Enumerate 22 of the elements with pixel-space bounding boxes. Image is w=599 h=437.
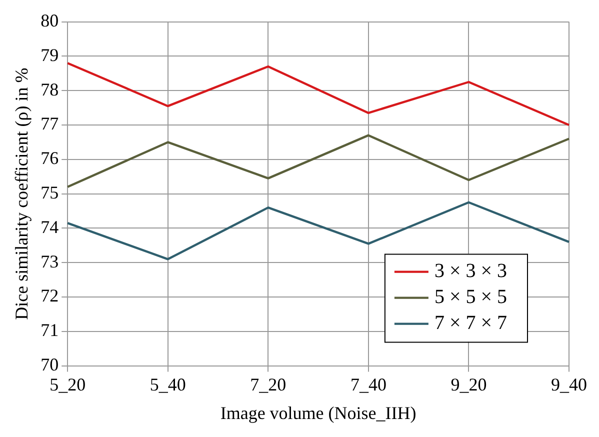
y-tick-label: 79: [40, 44, 59, 65]
y-tick-label: 75: [40, 182, 59, 203]
x-tick-label: 5_40: [150, 374, 186, 394]
x-tick-label: 7_40: [350, 374, 386, 394]
y-tick-label: 72: [40, 286, 59, 306]
y-tick-label: 76: [40, 148, 59, 168]
y-tick-label: 73: [40, 251, 59, 272]
y-tick-label: 77: [40, 114, 59, 134]
y-tick-label: 80: [40, 10, 59, 31]
y-tick-label: 74: [40, 216, 59, 237]
y-tick-label: 70: [40, 354, 59, 375]
x-tick-label: 5_20: [50, 374, 86, 394]
legend-label: 3 × 3 × 3: [434, 260, 508, 282]
x-tick-label: 7_20: [250, 374, 286, 394]
legend-label: 7 × 7 × 7: [434, 312, 508, 334]
x-axis-title: Image volume (Noise_IIH): [220, 402, 416, 423]
y-tick-label: 78: [40, 79, 59, 100]
y-tick-label: 71: [40, 320, 59, 340]
legend-label: 5 × 5 × 5: [434, 286, 508, 308]
x-tick-label: 9_20: [450, 374, 487, 394]
y-axis-title: Dice similarity coefficient (ρ) in %: [12, 68, 32, 320]
x-tick-label: 9_40: [551, 374, 587, 394]
